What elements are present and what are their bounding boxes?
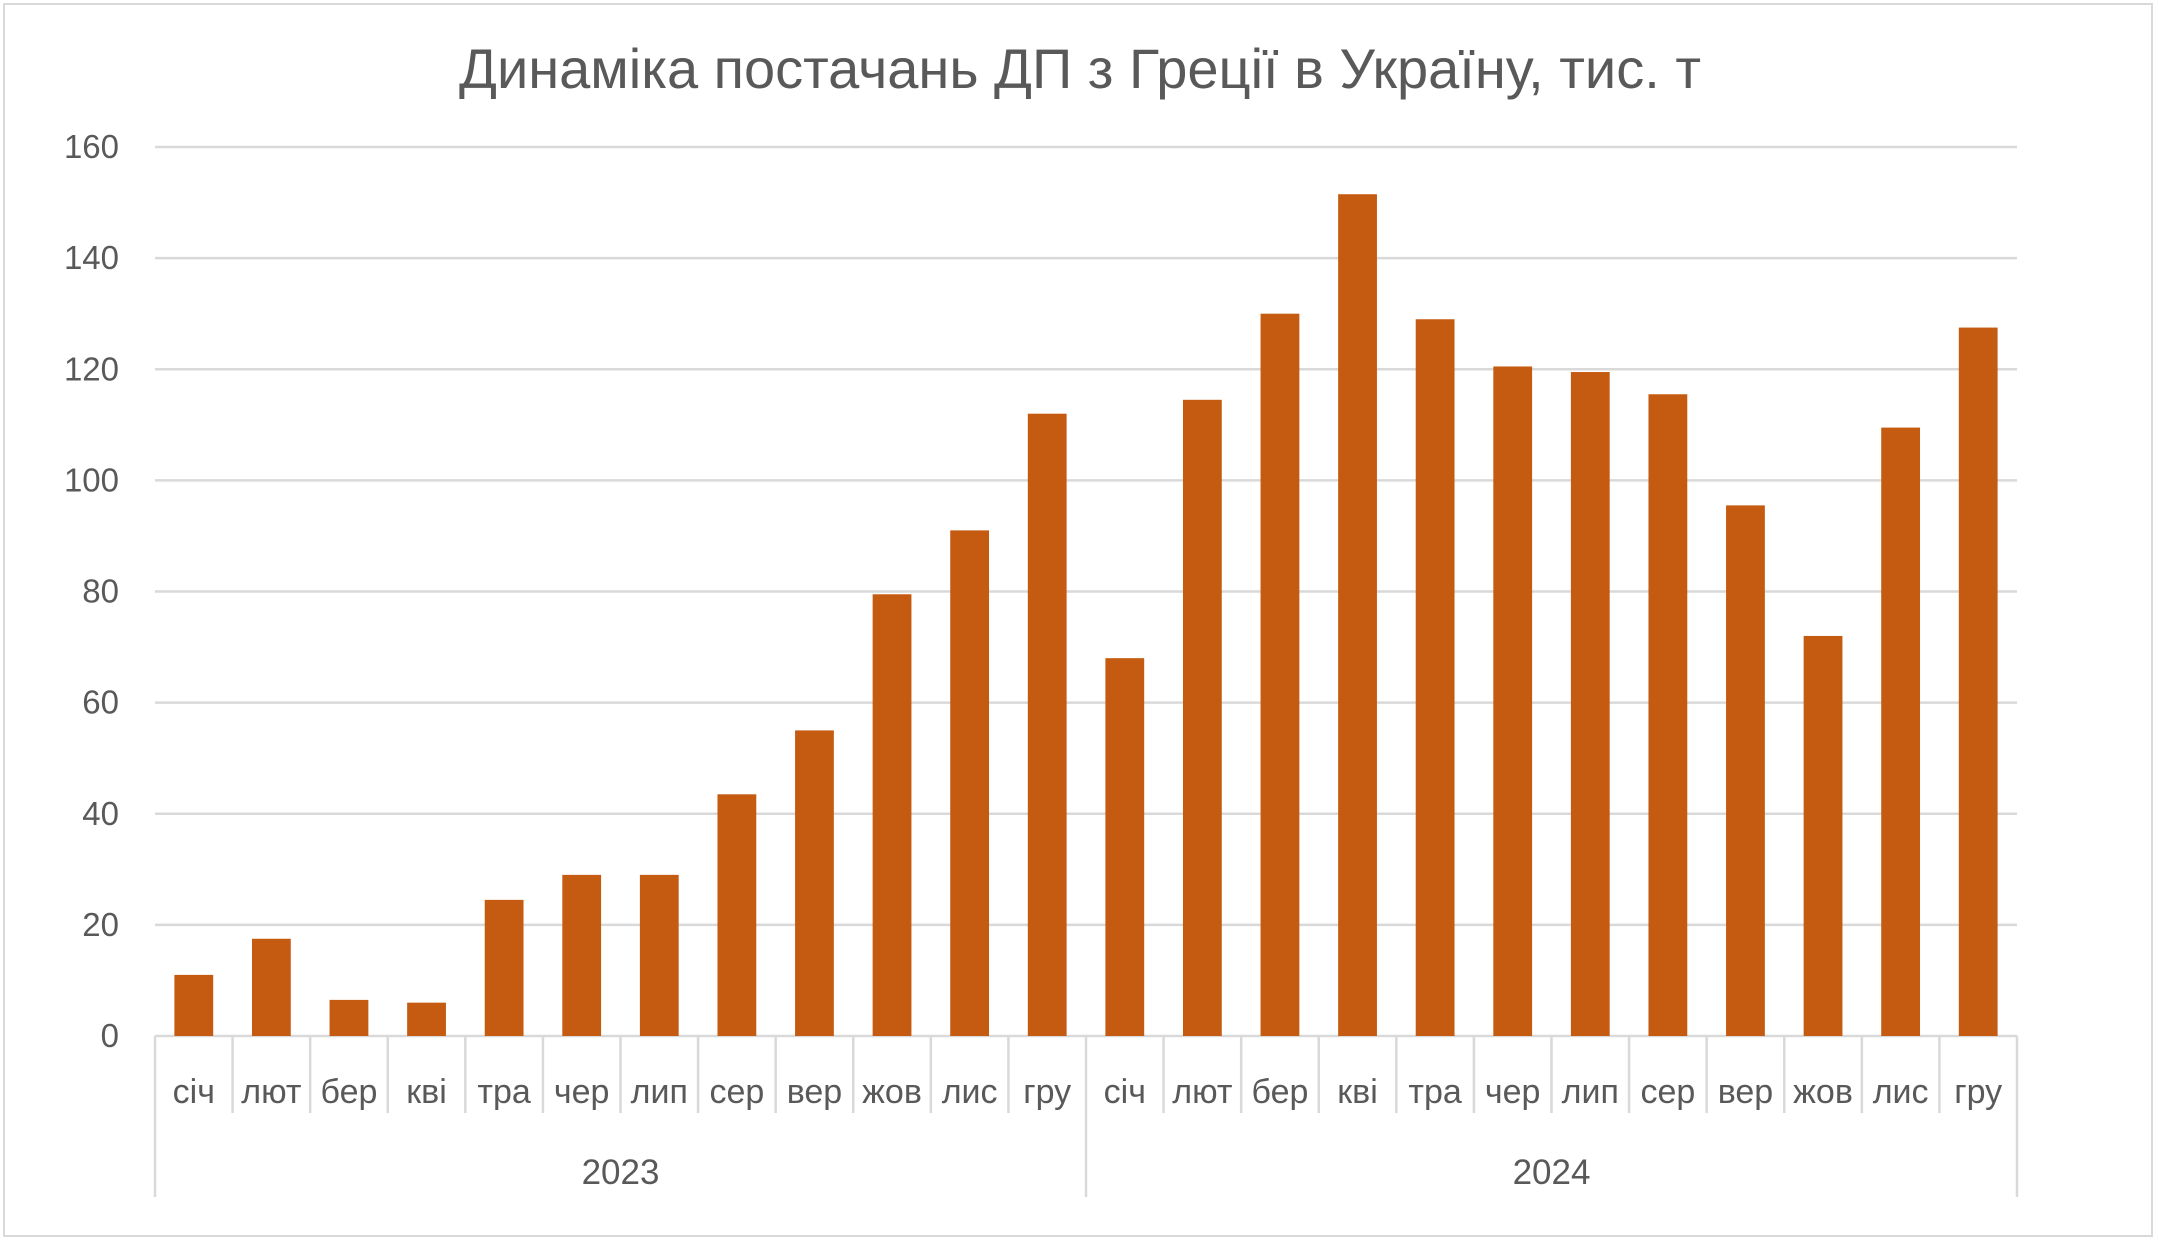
- x-tick-label: бер: [320, 1073, 377, 1111]
- x-tick-label: гру: [1023, 1073, 1071, 1111]
- x-tick-label: вер: [787, 1073, 843, 1111]
- bar-2024-тра: [1415, 319, 1455, 1036]
- y-tick-label: 0: [101, 1017, 119, 1054]
- x-group-label-2023: 2023: [582, 1153, 660, 1192]
- x-tick-label: січ: [1104, 1073, 1146, 1111]
- bar-2024-жов: [1803, 635, 1843, 1036]
- bar-2023-бер: [329, 999, 369, 1036]
- x-tick-label: лис: [942, 1073, 998, 1111]
- x-tick-label: лис: [1873, 1073, 1929, 1111]
- y-tick-label: 140: [64, 239, 119, 276]
- bar-2023-лис: [950, 530, 990, 1036]
- x-tick-label: кві: [406, 1073, 447, 1111]
- gridlines: [155, 145, 2017, 1038]
- bar-2023-чер: [562, 874, 602, 1036]
- y-tick-label: 80: [82, 573, 119, 610]
- y-tick-label: 160: [64, 128, 119, 165]
- bars: [174, 194, 1998, 1036]
- bar-2024-гру: [1958, 327, 1998, 1036]
- bar-2024-вер: [1726, 505, 1765, 1036]
- x-tick-label: сер: [1640, 1073, 1695, 1111]
- x-tick-label: лют: [241, 1073, 301, 1111]
- y-tick-label: 100: [64, 461, 119, 498]
- x-tick-label: тра: [477, 1073, 530, 1111]
- x-tick-label: вер: [1718, 1073, 1774, 1111]
- x-tick-label: чер: [554, 1073, 610, 1111]
- x-tick-label: кві: [1337, 1073, 1378, 1111]
- x-tick-label: жов: [862, 1073, 922, 1111]
- x-tick-label: жов: [1793, 1073, 1853, 1111]
- bar-2024-сер: [1648, 394, 1688, 1036]
- bar-2024-лип: [1570, 372, 1610, 1036]
- bar-2023-жов: [872, 594, 912, 1036]
- x-group-label-2024: 2024: [1513, 1153, 1591, 1192]
- bar-2023-лип: [639, 874, 679, 1036]
- x-axis: січ лют бер кві тра чер лип сер вер жов лис гру січ л…: [153, 1036, 2019, 1197]
- x-tick-label: чер: [1485, 1073, 1541, 1111]
- y-tick-label: 60: [82, 684, 119, 721]
- x-tick-label: тра: [1408, 1073, 1461, 1111]
- chart-title: Динаміка постачань ДП з Греції в Україну…: [459, 37, 1701, 100]
- x-tick-label: сер: [709, 1073, 764, 1111]
- y-tick-label: 40: [82, 795, 119, 832]
- x-tick-label: лип: [1562, 1073, 1619, 1111]
- bar-2023-гру: [1027, 413, 1067, 1036]
- bar-2024-бер: [1260, 313, 1300, 1036]
- bar-2024-чер: [1493, 366, 1533, 1036]
- bar-2023-сер: [717, 794, 757, 1036]
- x-tick-label: бер: [1251, 1073, 1308, 1111]
- y-axis-tick-labels: 0 20 40 60 80 100 120 140 160: [64, 128, 119, 1054]
- bar-2023-вер: [795, 730, 834, 1036]
- x-tick-label: січ: [173, 1073, 215, 1111]
- x-tick-label: лют: [1172, 1073, 1232, 1111]
- y-tick-label: 20: [82, 906, 119, 943]
- bar-2024-лют: [1182, 399, 1222, 1036]
- bar-chart: Динаміка постачань ДП з Греції в Україну…: [64, 37, 2019, 1197]
- chart-frame: Динаміка постачань ДП з Греції в Україну…: [3, 3, 2153, 1237]
- x-tick-label: лип: [631, 1073, 688, 1111]
- x-tick-label: гру: [1954, 1073, 2002, 1111]
- bar-2024-лис: [1881, 427, 1921, 1036]
- y-tick-label: 120: [64, 350, 119, 387]
- bar-2023-тра: [484, 899, 524, 1036]
- bar-2023-кві: [407, 1002, 446, 1036]
- bar-2023-січ: [174, 974, 214, 1036]
- bar-2023-лют: [251, 938, 291, 1036]
- bar-2024-кві: [1338, 194, 1377, 1036]
- bar-2024-січ: [1105, 658, 1145, 1036]
